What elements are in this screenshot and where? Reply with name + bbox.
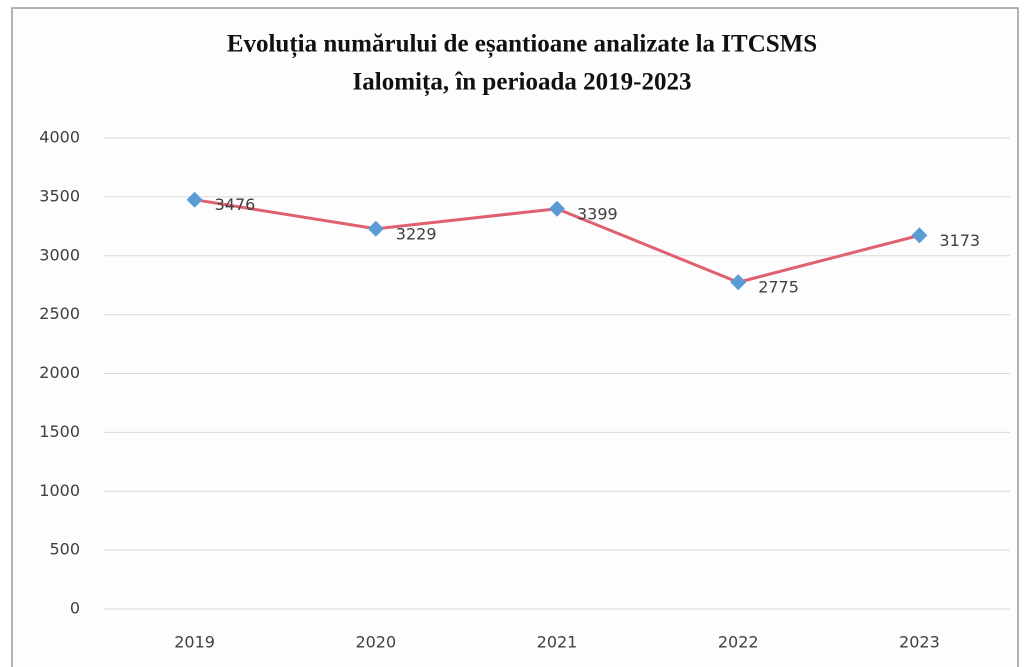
- data-marker: [186, 191, 203, 208]
- data-label: 3476: [215, 195, 256, 214]
- y-tick-label: 1000: [39, 481, 80, 500]
- data-label: 3399: [577, 204, 618, 223]
- data-marker: [367, 220, 384, 237]
- chart-title: Evoluția numărului de eșantioane analiza…: [227, 31, 817, 59]
- data-marker: [549, 200, 565, 217]
- y-tick-label: 3500: [39, 186, 80, 205]
- x-tick-label: 2019: [174, 633, 215, 652]
- y-tick-label: 2000: [39, 363, 80, 382]
- x-tick-label: 2022: [718, 633, 759, 652]
- x-tick-label: 2021: [537, 633, 578, 652]
- y-tick-label: 4000: [39, 128, 80, 147]
- y-tick-label: 1500: [39, 422, 80, 441]
- data-label: 3173: [939, 231, 980, 250]
- x-tick-label: 2023: [899, 633, 940, 652]
- y-tick-label: 2500: [39, 304, 80, 323]
- chart-frame: [11, 7, 1019, 667]
- y-tick-label: 3000: [39, 245, 80, 264]
- y-tick-label: 0: [70, 599, 80, 618]
- chart-title: Ialomița, în perioada 2019-2023: [353, 69, 692, 97]
- data-label: 3229: [396, 224, 437, 243]
- data-marker: [730, 274, 747, 291]
- y-tick-label: 500: [49, 540, 80, 559]
- data-marker: [911, 227, 928, 244]
- x-tick-label: 2020: [355, 633, 396, 652]
- data-label: 2775: [758, 278, 799, 297]
